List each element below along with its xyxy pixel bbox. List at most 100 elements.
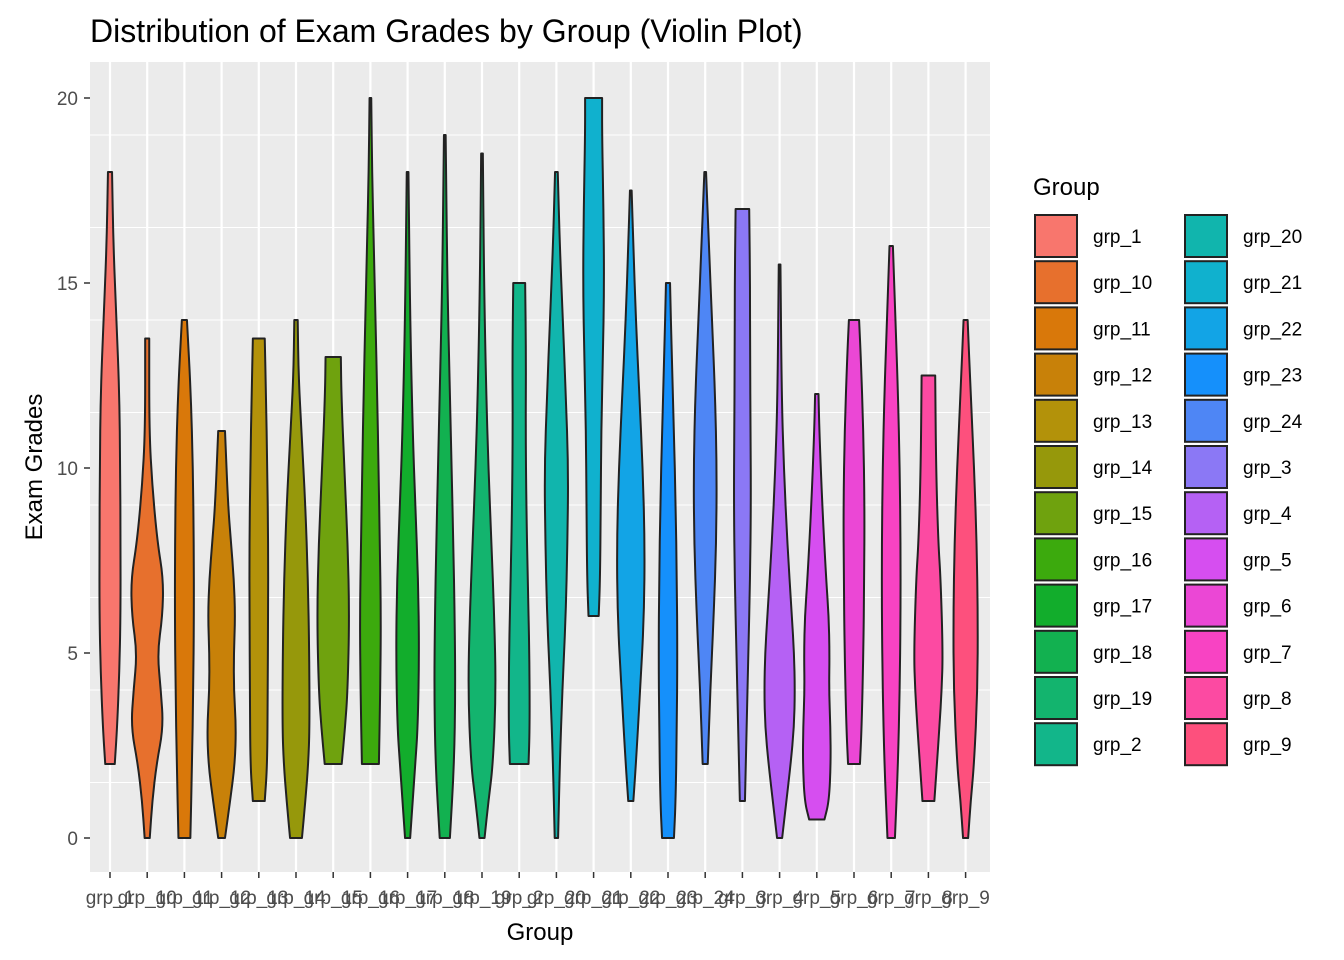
legend-label: grp_8 bbox=[1243, 689, 1292, 710]
violin-grp_17 bbox=[395, 171, 420, 839]
legend-key-grp_4 bbox=[1184, 491, 1228, 536]
legend-label: grp_5 bbox=[1243, 550, 1292, 571]
legend-key-grp_22 bbox=[1184, 306, 1228, 351]
x-tick-label: grp_24 bbox=[676, 888, 736, 909]
violin-grp_4 bbox=[763, 263, 796, 839]
violin-grp_2 bbox=[507, 282, 531, 765]
plot-panel bbox=[90, 62, 990, 872]
y-tick-label: 5 bbox=[67, 644, 78, 665]
legend-key-grp_9 bbox=[1184, 722, 1228, 767]
x-axis: grp_1grp_10grp_11grp_12grp_13grp_14grp_1… bbox=[86, 872, 990, 909]
x-tick-label: grp_22 bbox=[601, 888, 660, 909]
violin-grp_14 bbox=[281, 319, 311, 839]
legend-key-grp_16 bbox=[1034, 537, 1078, 582]
legend-label: grp_9 bbox=[1243, 735, 1292, 756]
x-tick-label: grp_3 bbox=[718, 888, 767, 909]
legend-key-grp_17 bbox=[1034, 583, 1078, 628]
legend-key-grp_13 bbox=[1034, 398, 1078, 443]
legend-label: grp_13 bbox=[1093, 412, 1152, 433]
legend-label: grp_18 bbox=[1093, 643, 1152, 664]
legend-label: grp_7 bbox=[1243, 643, 1292, 664]
x-tick-label: grp_8 bbox=[904, 888, 953, 909]
x-tick-label: grp_12 bbox=[192, 888, 251, 909]
x-tick-label: grp_14 bbox=[266, 888, 326, 909]
chart-title: Distribution of Exam Grades by Group (Vi… bbox=[90, 13, 803, 49]
legend-label: grp_12 bbox=[1093, 366, 1152, 387]
x-tick-label: grp_1 bbox=[86, 888, 135, 909]
legend-label: grp_2 bbox=[1093, 735, 1142, 756]
violin-grp_23 bbox=[657, 282, 679, 839]
violin-grp_13 bbox=[248, 337, 270, 802]
violins bbox=[98, 97, 979, 839]
legend-label: grp_20 bbox=[1243, 227, 1302, 248]
legend: Group grp_1 grp_10 grp_11 grp_12 grp_13 grp_1… bbox=[1033, 174, 1303, 767]
x-tick-label: grp_20 bbox=[527, 888, 586, 909]
legend-key-grp_1 bbox=[1034, 214, 1078, 258]
x-axis-title: Group bbox=[507, 919, 574, 946]
x-tick-label: grp_17 bbox=[378, 888, 437, 909]
legend-label: grp_21 bbox=[1243, 273, 1302, 294]
y-tick-label: 10 bbox=[57, 459, 78, 480]
legend-label: grp_22 bbox=[1243, 319, 1302, 340]
violin-grp_8 bbox=[913, 374, 944, 802]
legend-key-grp_8 bbox=[1184, 676, 1228, 720]
violin-grp_16 bbox=[359, 97, 382, 765]
violin-grp_22 bbox=[616, 189, 646, 802]
y-tick-label: 0 bbox=[67, 829, 78, 850]
legend-label: grp_6 bbox=[1243, 597, 1292, 618]
y-axis: 0 5 10 15 20 bbox=[57, 89, 90, 850]
x-tick-label: grp_10 bbox=[118, 888, 177, 909]
legend-key-grp_7 bbox=[1184, 629, 1228, 674]
violin-grp_3 bbox=[733, 208, 752, 802]
violin-grp_21 bbox=[582, 97, 605, 617]
violin-grp_20 bbox=[543, 171, 569, 839]
legend-title: Group bbox=[1033, 174, 1100, 201]
legend-label: grp_10 bbox=[1093, 273, 1152, 294]
x-tick-label: grp_4 bbox=[755, 888, 804, 909]
violin-grp_7 bbox=[880, 245, 902, 839]
x-tick-label: grp_7 bbox=[867, 888, 916, 909]
violin-grp_5 bbox=[802, 393, 832, 821]
legend-label: grp_11 bbox=[1093, 319, 1151, 340]
x-tick-label: grp_15 bbox=[304, 888, 363, 909]
y-axis-title: Exam Grades bbox=[21, 394, 48, 541]
y-tick-label: 20 bbox=[57, 89, 78, 110]
x-tick-label: grp_11 bbox=[156, 888, 214, 909]
violin-grp_12 bbox=[206, 430, 237, 839]
violin-grp_18 bbox=[433, 134, 457, 839]
violin-grp_24 bbox=[692, 171, 718, 765]
legend-key-grp_5 bbox=[1184, 537, 1228, 582]
legend-label: grp_15 bbox=[1093, 504, 1152, 525]
x-tick-label: grp_21 bbox=[564, 888, 623, 909]
violin-grp_10 bbox=[130, 337, 164, 839]
x-tick-label: grp_19 bbox=[452, 888, 511, 909]
x-tick-label: grp_16 bbox=[341, 888, 400, 909]
legend-label: grp_3 bbox=[1243, 458, 1292, 479]
violin-grp_1 bbox=[98, 171, 122, 765]
legend-key-grp_11 bbox=[1034, 306, 1078, 351]
legend-key-grp_2 bbox=[1034, 722, 1078, 767]
violin-grp_9 bbox=[952, 319, 979, 839]
x-tick-label: grp_2 bbox=[495, 888, 544, 909]
x-tick-label: grp_23 bbox=[638, 888, 697, 909]
legend-label: grp_24 bbox=[1243, 412, 1303, 433]
legend-label: grp_14 bbox=[1093, 458, 1153, 479]
x-tick-label: grp_13 bbox=[229, 888, 288, 909]
violin-grp_11 bbox=[173, 319, 195, 839]
violin-grp_19 bbox=[467, 152, 497, 839]
legend-label: grp_4 bbox=[1243, 504, 1292, 525]
legend-key-grp_24 bbox=[1184, 398, 1228, 443]
x-tick-label: grp_9 bbox=[941, 888, 990, 909]
legend-label: grp_1 bbox=[1093, 227, 1142, 248]
legend-key-grp_23 bbox=[1184, 352, 1228, 397]
legend-key-grp_20 bbox=[1184, 214, 1228, 258]
violin-grp_15 bbox=[316, 356, 350, 765]
legend-key-grp_21 bbox=[1184, 260, 1228, 305]
y-tick-label: 15 bbox=[57, 274, 78, 295]
legend-key-grp_18 bbox=[1034, 629, 1078, 674]
x-tick-label: grp_18 bbox=[415, 888, 474, 909]
legend-label: grp_23 bbox=[1243, 366, 1302, 387]
x-tick-label: grp_6 bbox=[830, 888, 879, 909]
legend-key-grp_15 bbox=[1034, 491, 1078, 536]
legend-key-grp_12 bbox=[1034, 352, 1078, 397]
